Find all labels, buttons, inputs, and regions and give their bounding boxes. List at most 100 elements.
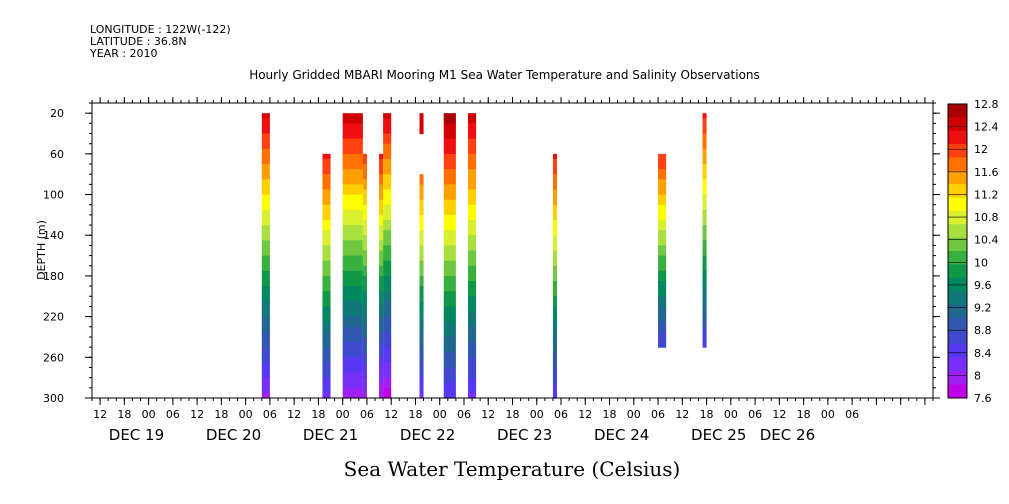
data-cell: [379, 347, 384, 353]
data-cell: [419, 362, 424, 369]
data-cell: [383, 311, 392, 318]
data-cell: [552, 331, 557, 338]
data-cell: [379, 387, 384, 394]
data-cell: [468, 326, 477, 333]
data-cell: [362, 362, 367, 369]
data-cell: [383, 352, 392, 358]
colorbar-label: 9.2: [974, 302, 992, 315]
data-cell: [362, 331, 367, 338]
data-cell: [362, 184, 367, 191]
data-cell: [443, 214, 456, 221]
data-cell: [261, 296, 270, 302]
data-cell: [379, 382, 384, 389]
data-cell: [379, 235, 384, 241]
data-cell: [702, 250, 707, 257]
data-cell: [702, 270, 707, 277]
data-cell: [261, 174, 270, 180]
data-cell: [261, 372, 270, 379]
data-cell: [383, 367, 392, 374]
data-cell: [658, 301, 667, 308]
colorbar-swatch: [948, 130, 967, 145]
data-cell: [443, 321, 456, 328]
data-cell: [702, 143, 707, 150]
data-cell: [261, 153, 270, 160]
data-cell: [362, 392, 367, 399]
data-cell: [383, 219, 392, 226]
year-label: YEAR : 2010: [90, 47, 158, 60]
data-cell: [468, 321, 477, 328]
data-cell: [261, 342, 270, 348]
data-cell: [468, 164, 477, 170]
colorbar-label: 11.2: [974, 188, 999, 201]
data-cell: [342, 174, 363, 180]
x-hour-tick-label: 12: [93, 408, 107, 421]
data-cell: [379, 270, 384, 277]
data-cell: [322, 235, 331, 241]
data-cell: [362, 382, 367, 389]
data-cell: [383, 291, 392, 297]
data-cell: [342, 184, 363, 191]
data-cell: [443, 123, 456, 130]
data-cell: [658, 204, 667, 211]
data-cell: [702, 204, 707, 211]
data-cell: [443, 311, 456, 318]
data-cell: [261, 230, 270, 236]
data-cell: [261, 260, 270, 267]
data-cell: [702, 342, 707, 348]
data-cell: [443, 143, 456, 150]
y-tick-label: 180: [43, 270, 64, 283]
data-cell: [443, 235, 456, 241]
data-cell: [261, 148, 270, 155]
data-cell: [702, 255, 707, 262]
data-cell: [468, 296, 477, 302]
data-cell: [658, 311, 667, 318]
data-cell: [342, 118, 363, 124]
data-cell: [552, 301, 557, 308]
data-cell: [379, 311, 384, 318]
data-cell: [379, 265, 384, 272]
data-cell: [342, 169, 363, 175]
data-cell: [362, 275, 367, 282]
y-tick-label: 100: [43, 189, 64, 202]
data-cell: [552, 367, 557, 374]
data-cell: [342, 199, 363, 206]
data-cell: [468, 377, 477, 384]
data-cell: [702, 311, 707, 318]
x-hour-tick-label: 18: [408, 408, 422, 421]
x-hour-tick-label: 12: [384, 408, 398, 421]
data-cell: [702, 184, 707, 191]
data-cell: [362, 260, 367, 267]
data-cell: [468, 240, 477, 247]
data-cell: [702, 281, 707, 287]
data-cell: [468, 281, 477, 287]
data-cell: [419, 321, 424, 328]
data-cell: [322, 209, 331, 216]
data-cell: [702, 321, 707, 328]
data-cell: [552, 347, 557, 353]
data-cell: [261, 291, 270, 297]
data-cell: [468, 204, 477, 211]
data-cell: [443, 255, 456, 262]
data-cell: [362, 153, 367, 160]
data-cell: [419, 250, 424, 257]
data-cell: [383, 382, 392, 389]
data-cell: [552, 382, 557, 389]
data-cell: [383, 118, 392, 124]
data-cell: [419, 219, 424, 226]
data-cell: [342, 164, 363, 170]
data-cell: [322, 270, 331, 277]
x-date-label: DEC 22: [400, 426, 455, 444]
data-cell: [702, 169, 707, 175]
data-cell: [419, 255, 424, 262]
colorbar-label: 11.6: [974, 166, 999, 179]
data-cell: [702, 194, 707, 201]
data-cell: [383, 214, 392, 221]
data-cell: [419, 336, 424, 343]
data-cell: [322, 204, 331, 211]
data-cell: [383, 392, 392, 399]
data-cell: [322, 347, 331, 353]
data-cell: [468, 336, 477, 343]
data-cell: [379, 204, 384, 211]
data-cell: [658, 286, 667, 292]
data-cell: [379, 275, 384, 282]
